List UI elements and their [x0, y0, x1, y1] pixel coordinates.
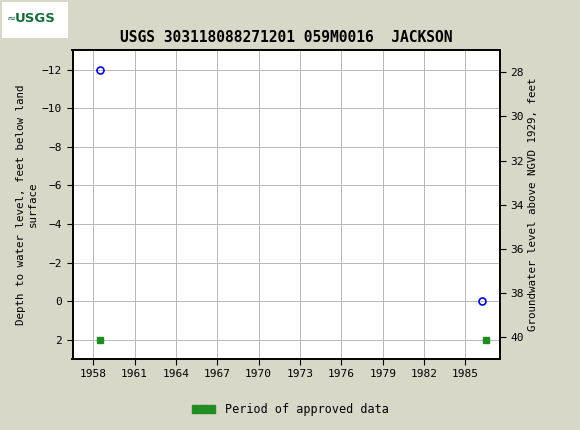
Bar	[2, 2, 68, 37]
Text: USGS: USGS	[15, 12, 56, 25]
Y-axis label: Depth to water level, feet below land
surface: Depth to water level, feet below land su…	[16, 84, 38, 325]
Legend: Period of approved data: Period of approved data	[187, 398, 393, 421]
Text: ≈: ≈	[7, 14, 16, 24]
Y-axis label: Groundwater level above NGVD 1929, feet: Groundwater level above NGVD 1929, feet	[528, 78, 538, 332]
Title: USGS 303118088271201 059M0016  JACKSON: USGS 303118088271201 059M0016 JACKSON	[120, 30, 452, 45]
